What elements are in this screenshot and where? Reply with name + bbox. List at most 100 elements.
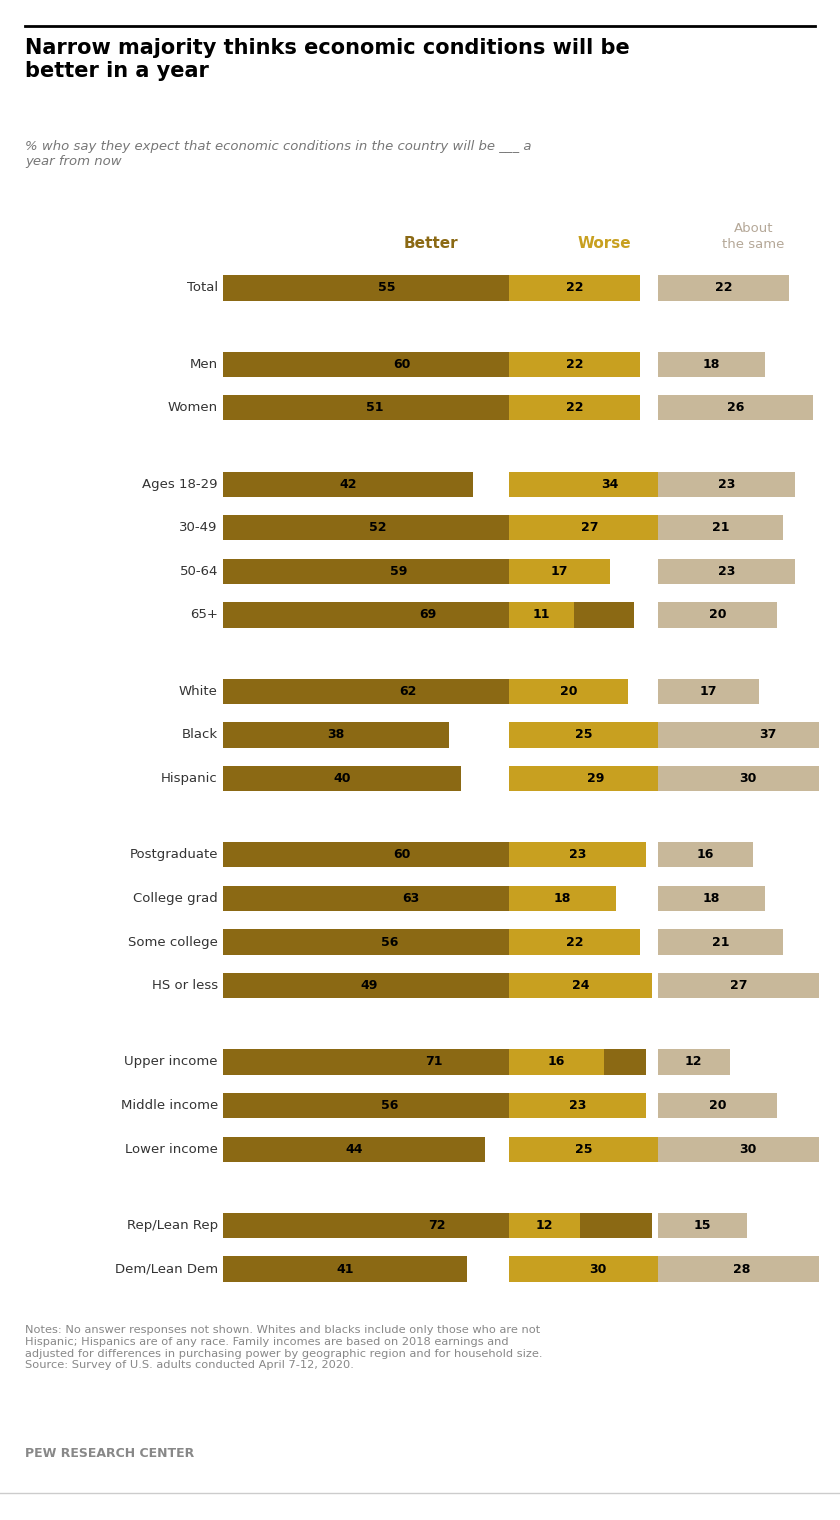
Text: 52: 52 <box>369 521 386 534</box>
Bar <box>658 559 795 584</box>
Bar <box>509 1257 688 1281</box>
Bar <box>223 1049 646 1075</box>
Bar <box>223 395 527 421</box>
Text: 27: 27 <box>580 521 598 534</box>
Bar <box>223 471 473 497</box>
Text: 29: 29 <box>586 772 604 784</box>
Text: 50-64: 50-64 <box>180 565 218 578</box>
Text: 16: 16 <box>697 848 714 862</box>
Bar <box>658 973 819 999</box>
Bar <box>509 275 640 301</box>
Text: 60: 60 <box>393 848 410 862</box>
Text: Men: Men <box>190 357 218 371</box>
Text: 59: 59 <box>390 565 407 578</box>
Text: 22: 22 <box>715 281 732 295</box>
Text: Black: Black <box>181 728 218 742</box>
Text: 30: 30 <box>738 1143 756 1155</box>
Text: 69: 69 <box>420 608 437 622</box>
Bar <box>658 1093 777 1119</box>
Bar <box>509 1137 658 1161</box>
Text: Hispanic: Hispanic <box>161 772 218 784</box>
Text: 42: 42 <box>339 477 357 491</box>
Bar <box>658 515 783 541</box>
Bar <box>223 1093 557 1119</box>
Text: 22: 22 <box>565 357 583 371</box>
Bar <box>509 973 652 999</box>
Text: Women: Women <box>168 401 218 415</box>
Text: 37: 37 <box>759 728 777 742</box>
Text: About
the same: About the same <box>722 222 785 251</box>
Text: 65+: 65+ <box>190 608 218 622</box>
Bar <box>223 515 533 541</box>
Bar <box>658 275 790 301</box>
Text: Dem/Lean Dem: Dem/Lean Dem <box>115 1263 218 1275</box>
Bar <box>223 766 461 790</box>
Bar <box>658 395 813 421</box>
Text: Total: Total <box>186 281 218 295</box>
Text: 26: 26 <box>727 401 744 415</box>
Text: 72: 72 <box>428 1219 446 1233</box>
Text: Upper income: Upper income <box>124 1055 218 1069</box>
Text: 11: 11 <box>533 608 550 622</box>
Text: 60: 60 <box>393 357 410 371</box>
Bar <box>509 678 628 704</box>
Text: 22: 22 <box>565 935 583 948</box>
Text: 28: 28 <box>732 1263 750 1275</box>
Bar <box>658 1049 729 1075</box>
Text: 56: 56 <box>381 1099 398 1113</box>
Text: 17: 17 <box>551 565 569 578</box>
Text: Narrow majority thinks economic conditions will be
better in a year: Narrow majority thinks economic conditio… <box>25 38 630 81</box>
Text: 12: 12 <box>536 1219 554 1233</box>
Bar <box>223 559 575 584</box>
Bar <box>509 842 646 868</box>
Bar <box>223 886 598 910</box>
Bar <box>509 395 640 421</box>
Text: Middle income: Middle income <box>121 1099 218 1113</box>
Text: 18: 18 <box>554 892 571 904</box>
Bar <box>509 351 640 377</box>
Text: 44: 44 <box>345 1143 363 1155</box>
Text: 30-49: 30-49 <box>180 521 218 534</box>
Bar <box>658 929 783 955</box>
Text: Ages 18-29: Ages 18-29 <box>142 477 218 491</box>
Text: 30: 30 <box>590 1263 607 1275</box>
Bar <box>223 275 551 301</box>
Text: 20: 20 <box>709 1099 727 1113</box>
Text: 23: 23 <box>718 565 735 578</box>
Text: % who say they expect that economic conditions in the country will be ___ a
year: % who say they expect that economic cond… <box>25 140 532 167</box>
Text: 55: 55 <box>378 281 396 295</box>
Text: Rep/Lean Rep: Rep/Lean Rep <box>127 1219 218 1233</box>
Bar <box>658 1213 748 1239</box>
Text: 21: 21 <box>711 521 729 534</box>
Text: 34: 34 <box>601 477 619 491</box>
Text: 62: 62 <box>399 686 416 698</box>
Text: 15: 15 <box>694 1219 711 1233</box>
Text: Worse: Worse <box>577 236 631 251</box>
Bar <box>509 515 670 541</box>
Bar <box>658 678 759 704</box>
Bar <box>658 602 777 628</box>
Text: 12: 12 <box>685 1055 702 1069</box>
Bar <box>658 471 795 497</box>
Text: 56: 56 <box>381 935 398 948</box>
Text: Notes: No answer responses not shown. Whites and blacks include only those who a: Notes: No answer responses not shown. Wh… <box>25 1325 543 1370</box>
Text: 18: 18 <box>703 892 721 904</box>
Bar <box>509 766 682 790</box>
Text: 16: 16 <box>548 1055 565 1069</box>
Bar <box>658 886 765 910</box>
Text: Lower income: Lower income <box>125 1143 218 1155</box>
Bar <box>509 1049 604 1075</box>
Text: 20: 20 <box>559 686 577 698</box>
Text: 23: 23 <box>569 848 586 862</box>
Text: 41: 41 <box>336 1263 354 1275</box>
Bar <box>658 351 765 377</box>
Bar <box>223 1213 652 1239</box>
Bar <box>223 1257 467 1281</box>
Text: 30: 30 <box>738 772 756 784</box>
Bar <box>223 722 449 748</box>
Bar <box>658 842 753 868</box>
Text: 38: 38 <box>328 728 344 742</box>
Bar <box>223 678 592 704</box>
Text: 24: 24 <box>572 979 589 993</box>
Text: 18: 18 <box>703 357 721 371</box>
